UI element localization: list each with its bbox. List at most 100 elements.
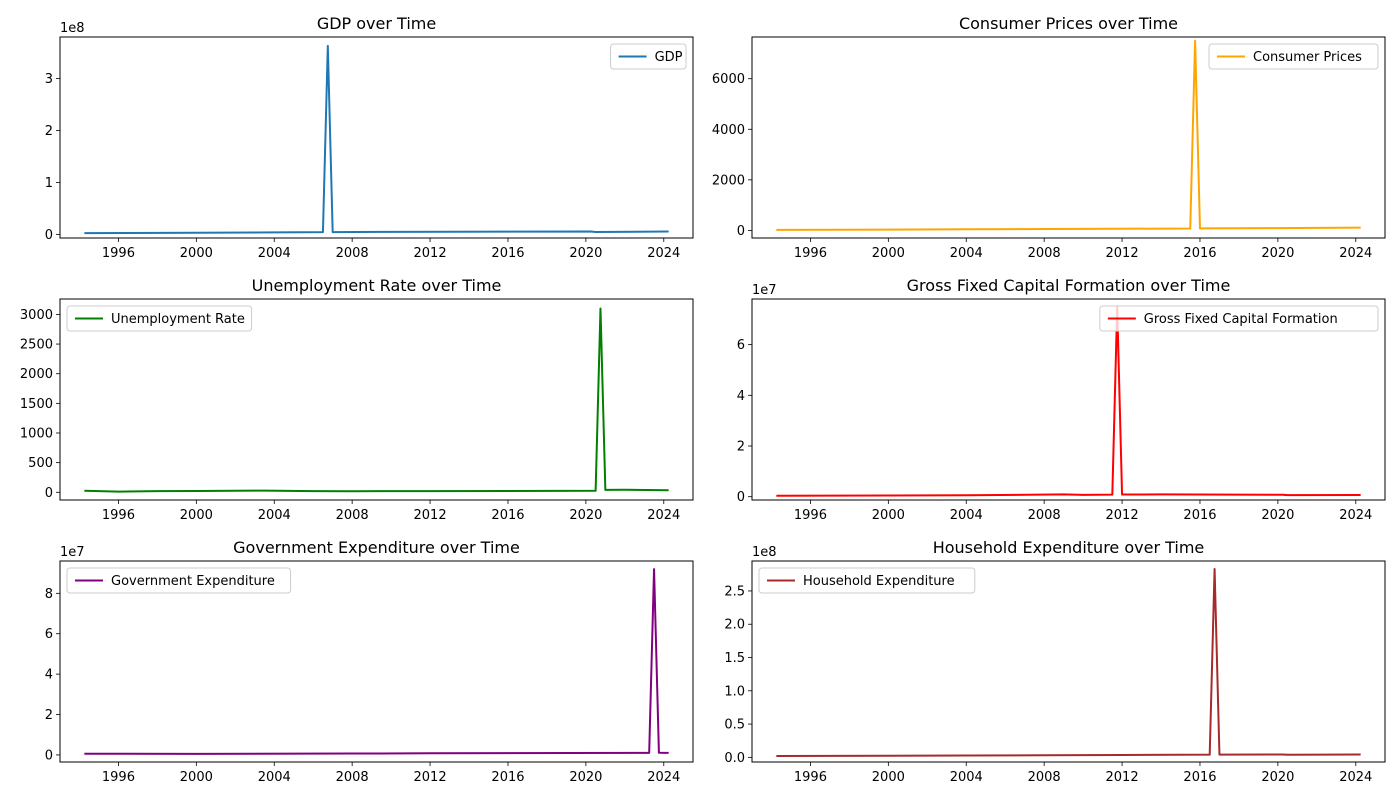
x-tick-label: 2016 bbox=[1183, 508, 1216, 523]
x-tick-label: 1996 bbox=[794, 770, 827, 785]
series-line-unemployment-rate bbox=[84, 307, 669, 493]
x-tick-label: 2024 bbox=[1339, 246, 1372, 261]
x-tick-label: 2012 bbox=[414, 246, 447, 261]
chart-title: GDP over Time bbox=[317, 14, 436, 33]
x-tick-label: 2016 bbox=[491, 508, 524, 523]
y-tick-label: 0 bbox=[737, 224, 745, 239]
chart-panel-1: GDP over Time 1e8 0 1 2 3 1996 2000 2004 2008 2012… bbox=[45, 14, 694, 261]
y-tick-label: 1 bbox=[45, 176, 53, 191]
legend: GDP bbox=[610, 43, 687, 70]
y-axis-multiplier: 1e7 bbox=[752, 283, 777, 298]
y-tick-label: 0 bbox=[45, 228, 53, 243]
x-tick-label: 2024 bbox=[647, 246, 680, 261]
x-tick-label: 2024 bbox=[647, 508, 680, 523]
x-tick-label: 1996 bbox=[102, 508, 135, 523]
legend: Government Expenditure bbox=[66, 567, 292, 594]
y-tick-label: 2.5 bbox=[724, 584, 745, 599]
chart-title: Unemployment Rate over Time bbox=[252, 276, 502, 295]
chart-title: Consumer Prices over Time bbox=[959, 14, 1178, 33]
legend-label: Government Expenditure bbox=[111, 574, 275, 589]
x-tick-label: 2004 bbox=[950, 246, 983, 261]
chart-title: Government Expenditure over Time bbox=[233, 538, 520, 557]
x-tick-label: 2008 bbox=[1028, 246, 1061, 261]
x-tick-label: 2004 bbox=[950, 770, 983, 785]
x-tick-label: 2012 bbox=[1106, 770, 1139, 785]
y-axis-multiplier: 1e7 bbox=[60, 545, 85, 560]
y-tick-label: 0 bbox=[45, 748, 53, 763]
y-tick-label: 2 bbox=[45, 124, 53, 139]
y-tick-label: 0 bbox=[737, 490, 745, 505]
x-tick-label: 1996 bbox=[794, 246, 827, 261]
y-tick-label: 3 bbox=[45, 72, 53, 87]
x-tick-label: 2020 bbox=[569, 246, 602, 261]
y-tick-label: 6 bbox=[45, 627, 53, 642]
x-tick-label: 1996 bbox=[102, 246, 135, 261]
x-tick-label: 1996 bbox=[794, 508, 827, 523]
legend-box bbox=[66, 567, 292, 594]
series-line-gdp bbox=[84, 44, 669, 235]
y-tick-label: 2500 bbox=[20, 338, 53, 353]
x-tick-label: 2012 bbox=[1106, 246, 1139, 261]
y-axis-multiplier: 1e8 bbox=[60, 21, 85, 36]
x-tick-label: 2020 bbox=[1261, 508, 1294, 523]
legend-label: Unemployment Rate bbox=[111, 312, 245, 327]
x-tick-label: 2008 bbox=[336, 246, 369, 261]
x-tick-label: 2004 bbox=[258, 508, 291, 523]
y-tick-label: 0.0 bbox=[724, 751, 745, 766]
legend-label: Gross Fixed Capital Formation bbox=[1144, 312, 1338, 327]
legend: Gross Fixed Capital Formation bbox=[1099, 305, 1379, 332]
x-tick-label: 2016 bbox=[1183, 770, 1216, 785]
legend-box bbox=[66, 305, 253, 332]
x-tick-label: 2008 bbox=[336, 508, 369, 523]
y-tick-label: 500 bbox=[28, 456, 53, 471]
y-tick-label: 2 bbox=[45, 708, 53, 723]
series-line-consumer-prices bbox=[776, 39, 1361, 231]
y-tick-label: 4 bbox=[737, 389, 745, 404]
x-tick-label: 2012 bbox=[1106, 508, 1139, 523]
x-tick-label: 2008 bbox=[336, 770, 369, 785]
x-tick-label: 2016 bbox=[491, 246, 524, 261]
y-axis-multiplier: 1e8 bbox=[752, 545, 777, 560]
y-tick-label: 1500 bbox=[20, 397, 53, 412]
series-line-gross-fixed-capital-formation bbox=[776, 305, 1361, 497]
chart-panel-4: Gross Fixed Capital Formation over Time 1… bbox=[737, 276, 1386, 523]
y-tick-label: 2000 bbox=[712, 173, 745, 188]
legend: Household Expenditure bbox=[758, 567, 976, 594]
chart-panel-5: Government Expenditure over Time 1e7 0 2 4 6 8… bbox=[45, 538, 694, 785]
chart-panel-2: Consumer Prices over Time 0 2000 4000 6000 19… bbox=[712, 14, 1386, 261]
x-tick-label: 2000 bbox=[180, 246, 213, 261]
x-tick-label: 2000 bbox=[872, 770, 905, 785]
y-tick-label: 1.5 bbox=[724, 651, 745, 666]
axes-frame bbox=[59, 298, 694, 501]
x-tick-label: 2012 bbox=[414, 508, 447, 523]
chart-title: Gross Fixed Capital Formation over Time bbox=[907, 276, 1231, 295]
x-tick-label: 2016 bbox=[491, 770, 524, 785]
x-tick-label: 2000 bbox=[872, 246, 905, 261]
series-line-household-expenditure bbox=[776, 567, 1361, 758]
x-tick-label: 2000 bbox=[872, 508, 905, 523]
y-tick-label: 4 bbox=[45, 668, 53, 683]
x-tick-label: 2008 bbox=[1028, 508, 1061, 523]
x-tick-label: 2004 bbox=[258, 770, 291, 785]
axes-frame bbox=[751, 560, 1386, 763]
x-tick-label: 2000 bbox=[180, 770, 213, 785]
x-tick-label: 2024 bbox=[1339, 770, 1372, 785]
y-tick-label: 2.0 bbox=[724, 618, 745, 633]
x-tick-label: 2020 bbox=[1261, 770, 1294, 785]
x-tick-label: 2020 bbox=[569, 770, 602, 785]
y-tick-label: 1.0 bbox=[724, 684, 745, 699]
y-tick-label: 6000 bbox=[712, 72, 745, 87]
series-line-government-expenditure bbox=[84, 568, 669, 755]
x-tick-label: 1996 bbox=[102, 770, 135, 785]
legend: Unemployment Rate bbox=[66, 305, 253, 332]
legend-box bbox=[1099, 305, 1379, 332]
y-tick-label: 6 bbox=[737, 338, 745, 353]
y-tick-label: 2 bbox=[737, 440, 745, 455]
y-tick-label: 1000 bbox=[20, 427, 53, 442]
x-tick-label: 2004 bbox=[950, 508, 983, 523]
y-tick-label: 4000 bbox=[712, 123, 745, 138]
y-tick-label: 0 bbox=[45, 486, 53, 501]
legend-label: GDP bbox=[655, 50, 683, 65]
